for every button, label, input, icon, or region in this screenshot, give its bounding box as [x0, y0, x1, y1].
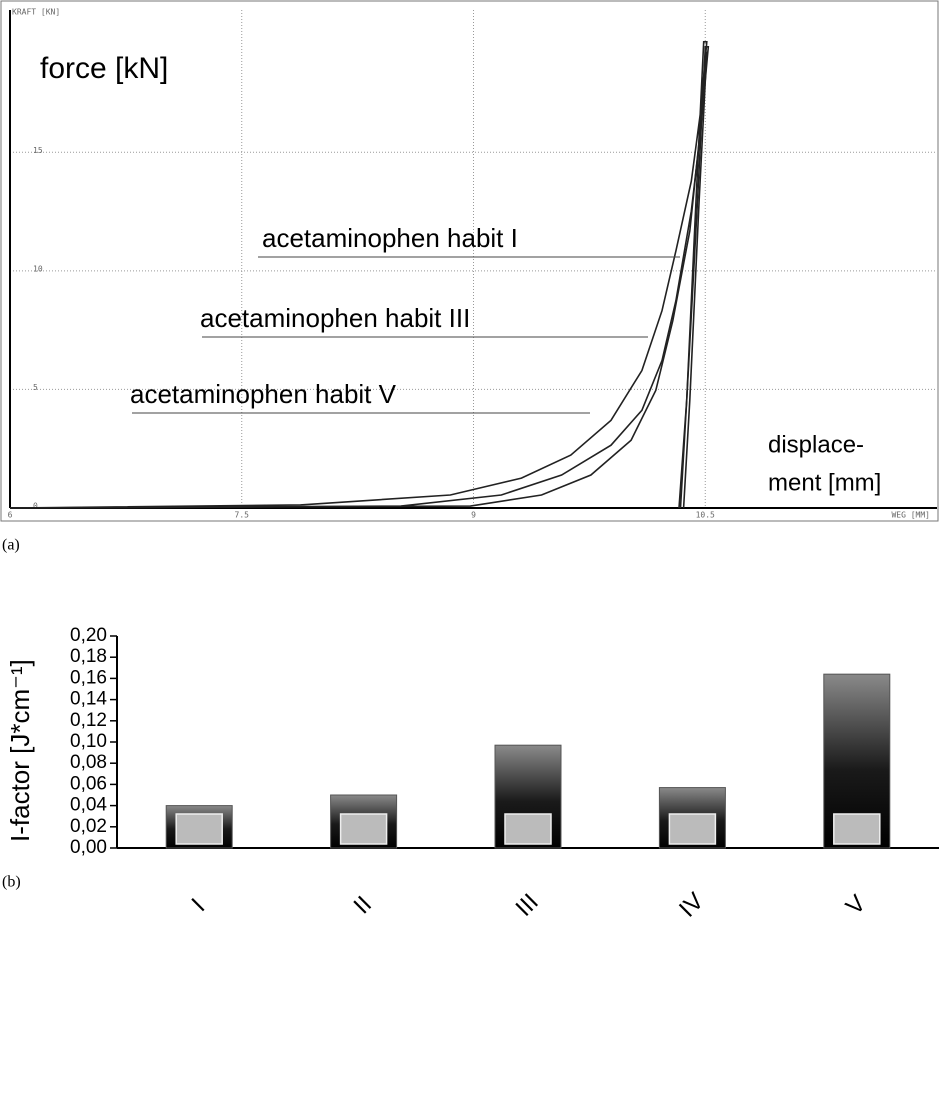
y-tick-label: 0,10	[70, 731, 107, 752]
x-tick-label: V	[841, 890, 871, 920]
crystal-image	[339, 813, 388, 845]
force-curve	[9, 41, 708, 509]
y-tick-label: 5	[33, 383, 38, 392]
x-tick-label: 10.5	[696, 511, 715, 520]
y-tick-label: 0,06	[70, 773, 107, 794]
x-tick-label: I	[186, 893, 210, 917]
panel-frame	[0, 0, 939, 522]
x-axis-title: ment [mm]	[768, 469, 881, 496]
y-tick-label: 0,14	[70, 689, 107, 710]
y-axis-title: force [kN]	[40, 52, 168, 85]
force-curve	[9, 46, 710, 509]
y-tick-label: 0,00	[70, 837, 107, 858]
y-axis-title: I-factor [J*cm⁻¹]	[5, 659, 35, 842]
y-tick-label: 0,18	[70, 646, 107, 667]
y-tick-label: 0	[33, 502, 38, 511]
x-tick-label: III	[511, 889, 544, 922]
series-label: acetaminophen habit V	[130, 379, 397, 409]
crystal-image	[833, 813, 881, 845]
y-unit: KRAFT [KN]	[12, 8, 60, 17]
x-tick-label: II	[349, 891, 378, 920]
y-tick-label: 0,02	[70, 816, 107, 837]
y-tick-label: 0,08	[70, 752, 107, 773]
x-axis-title: displace-	[768, 431, 864, 458]
y-tick-label: 0,16	[70, 667, 107, 688]
panel-label: (a)	[2, 537, 20, 554]
crystal-image	[504, 813, 552, 845]
x-tick-label: 7.5	[235, 511, 250, 520]
x-tick-label: 9	[471, 511, 476, 520]
y-tick-label: 0,12	[70, 710, 107, 731]
crystal-image	[668, 813, 717, 845]
x-unit: WEG [MM]	[891, 511, 930, 520]
series-label: acetaminophen habit I	[262, 223, 518, 253]
x-tick-label: 6	[8, 511, 13, 520]
y-tick-label: 0,20	[70, 625, 107, 646]
series-label: acetaminophen habit III	[200, 303, 470, 333]
x-tick-label: IV	[674, 888, 709, 923]
y-tick-label: 0,04	[70, 795, 107, 816]
crystal-image	[175, 813, 223, 845]
y-tick-label: 10	[33, 264, 43, 273]
panel-label: (b)	[2, 874, 21, 891]
y-tick-label: 15	[33, 146, 43, 155]
force-curve	[9, 51, 708, 509]
